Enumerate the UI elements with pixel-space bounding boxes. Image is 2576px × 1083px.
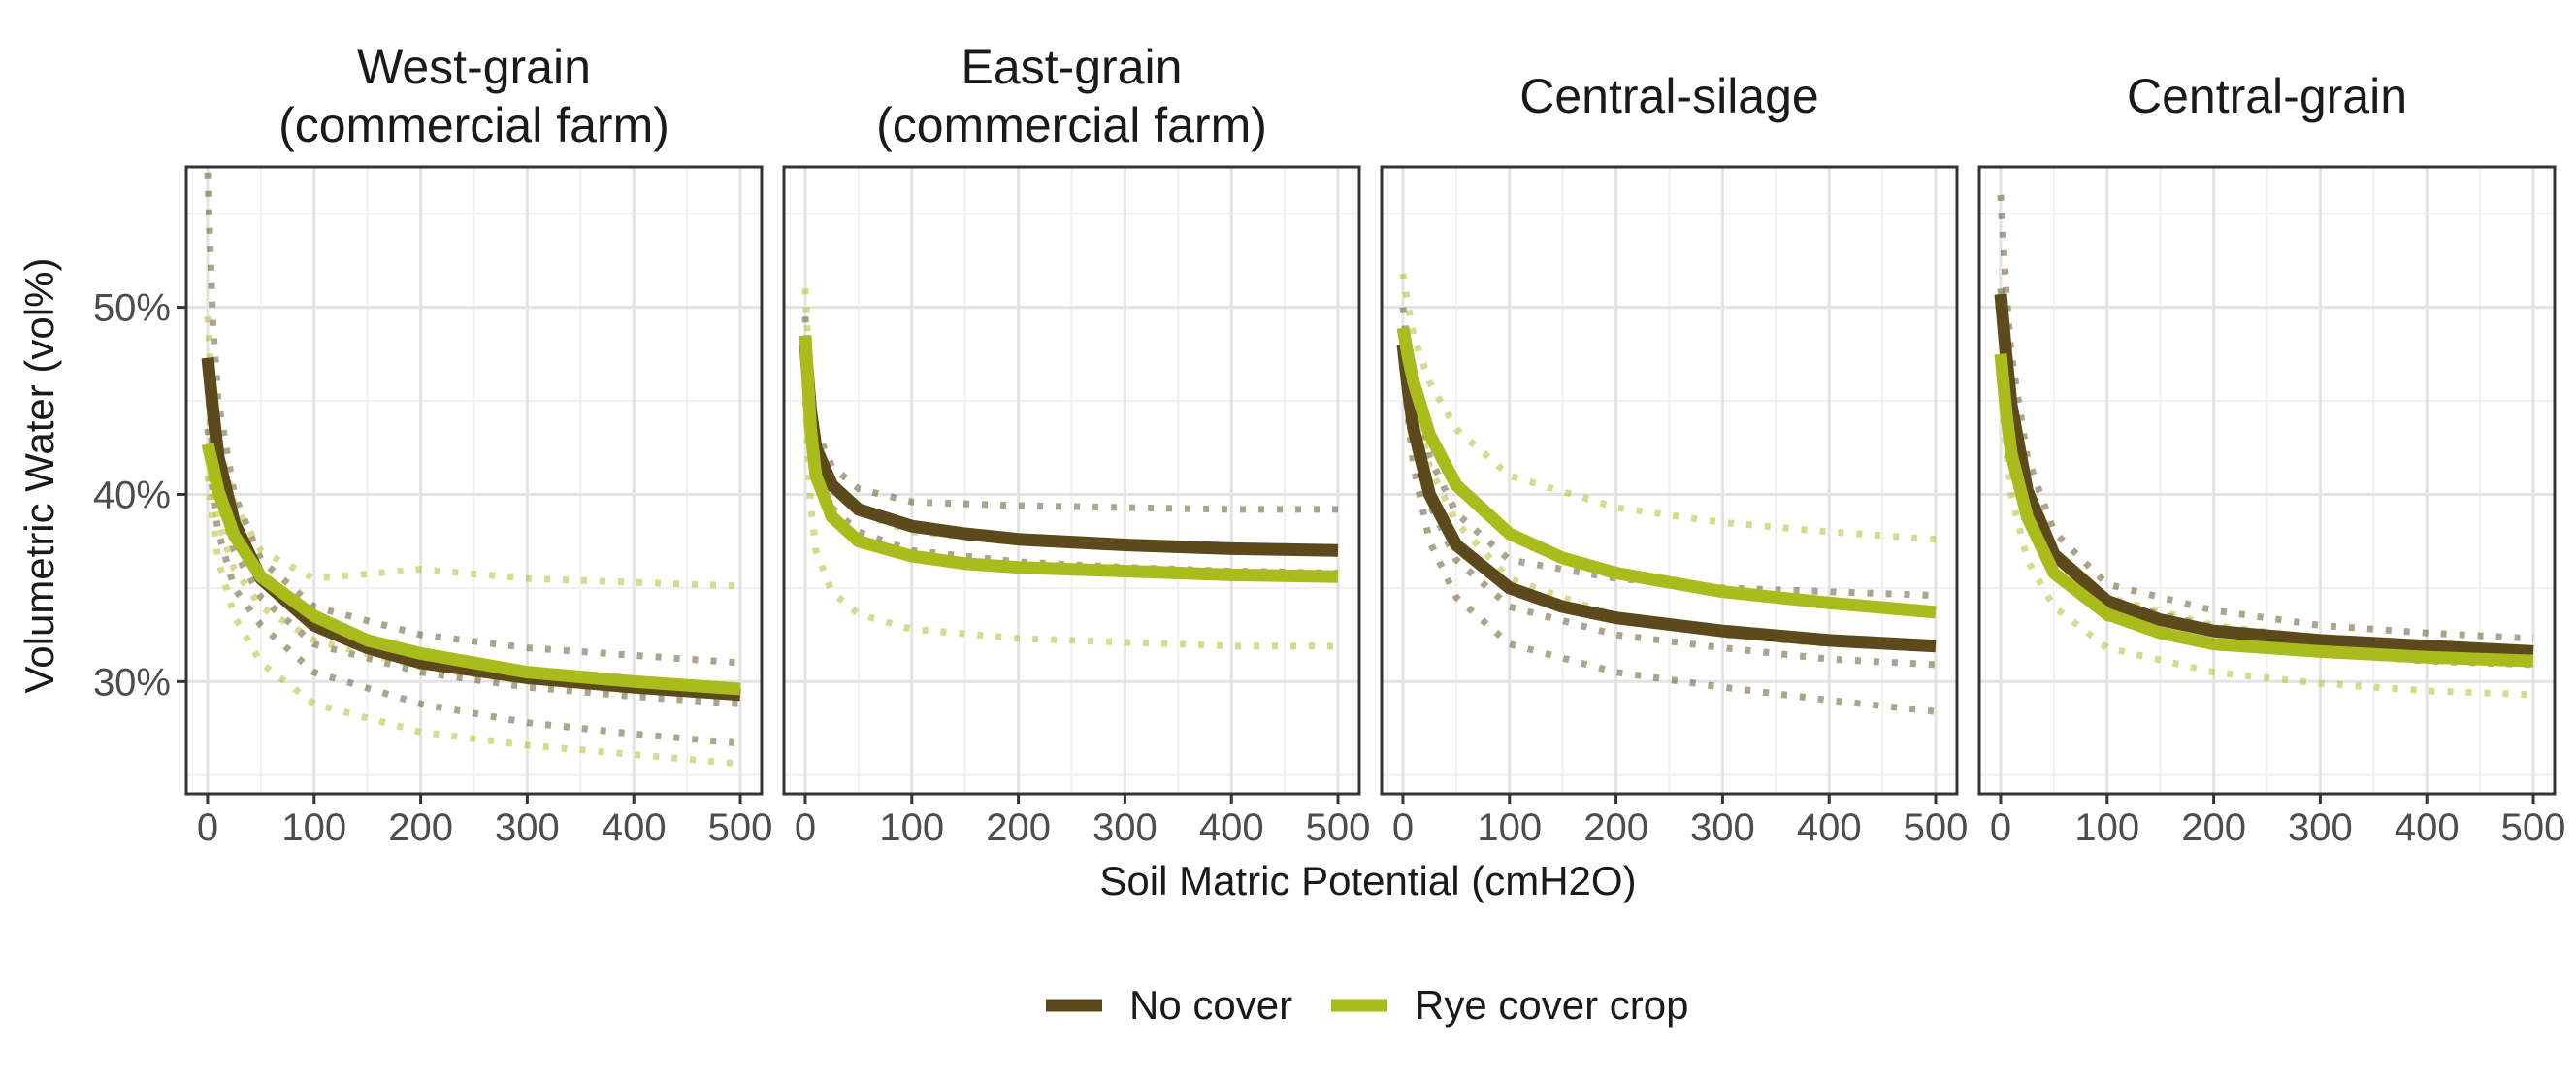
x-tick-label: 300	[1092, 806, 1158, 849]
x-tick-label: 400	[1797, 806, 1862, 849]
panel-border	[184, 165, 764, 796]
x-tick-label: 100	[281, 806, 346, 849]
x-tick-label: 400	[602, 806, 667, 849]
replicate-line	[204, 172, 741, 667]
y-tick-label: 30%	[93, 661, 171, 704]
panel-border	[1380, 165, 1959, 796]
x-tick-label: 500	[1306, 806, 1371, 849]
legend-label: No cover	[1129, 982, 1292, 1028]
panel-border	[782, 165, 1361, 796]
x-tick-label: 300	[495, 806, 560, 849]
replicate-line	[204, 475, 741, 768]
x-tick-label: 400	[1199, 806, 1264, 849]
replicate-line	[204, 428, 741, 747]
panel-4: 0 100 200 300 400 500 Central-grain	[1977, 69, 2566, 849]
panel-2: 0 100 200 300 400 500 East-grain(commercial fa…	[782, 40, 1371, 849]
panel-title-line: Central-silage	[1519, 69, 1818, 123]
x-tick-label: 0	[197, 806, 218, 849]
x-tick-label: 0	[795, 806, 816, 849]
y-tick-label: 40%	[93, 474, 171, 516]
x-axis-title: Soil Matric Potential (cmH2O)	[1099, 858, 1636, 903]
x-tick-label: 0	[1990, 806, 2011, 849]
x-tick-label: 300	[1690, 806, 1755, 849]
legend-label: Rye cover crop	[1415, 982, 1688, 1028]
mean-line-rye-cover-crop	[201, 442, 741, 696]
replicate-line	[1399, 307, 1937, 600]
y-axis-title: Volumetric Water (vol%)	[16, 258, 62, 694]
x-tick-label: 500	[708, 806, 773, 849]
x-tick-label: 400	[2395, 806, 2460, 849]
x-tick-label: 500	[1904, 806, 1969, 849]
x-tick-label: 100	[879, 806, 944, 849]
mean-line-rye-cover-crop	[1396, 326, 1937, 619]
x-tick-label: 200	[388, 806, 453, 849]
panel-3: 0 100 200 300 400 500 Central-silage	[1380, 69, 1969, 849]
mean-line-rye-cover-crop	[799, 335, 1339, 583]
x-tick-label: 200	[2181, 806, 2246, 849]
replicate-line	[1399, 363, 1937, 715]
x-tick-label: 200	[1583, 806, 1648, 849]
panel-title-line: West-grain	[357, 40, 591, 94]
panel-title-line: (commercial farm)	[876, 98, 1267, 152]
x-tick-label: 0	[1392, 806, 1414, 849]
panels-layer: 0 100 200 300 400 50030%40%50%West-grain(comm…	[93, 40, 2565, 849]
x-tick-label: 500	[2501, 806, 2566, 849]
panel-title-line: East-grain	[962, 40, 1183, 94]
panel-title-line: (commercial farm)	[278, 98, 669, 152]
legend: No cover Rye cover crop	[1046, 982, 1688, 1028]
panel-1: 0 100 200 300 400 500 30% 40% 50% West-grain(comm…	[93, 40, 772, 849]
x-tick-label: 300	[2288, 806, 2353, 849]
x-tick-label: 100	[1477, 806, 1542, 849]
x-tick-label: 200	[986, 806, 1051, 849]
mean-line-no-cover	[1396, 344, 1937, 653]
panel-border	[1977, 165, 2557, 796]
y-tick-label: 50%	[93, 287, 171, 330]
panel-title-line: Central-grain	[2127, 69, 2407, 123]
mean-line-rye-cover-crop	[1994, 353, 2534, 668]
x-tick-label: 100	[2074, 806, 2139, 849]
